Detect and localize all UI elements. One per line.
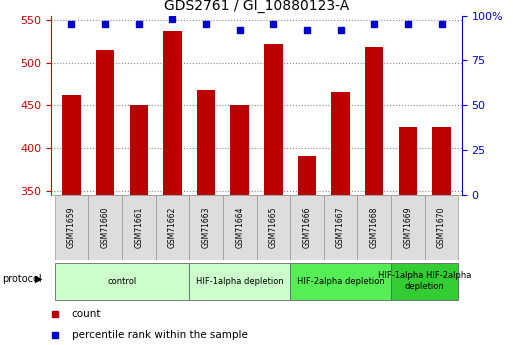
Text: ▶: ▶: [35, 274, 43, 284]
Bar: [96, 50, 114, 195]
Bar: [55, 195, 88, 260]
Bar: [197, 90, 215, 195]
Bar: [298, 157, 316, 195]
Text: GSM71665: GSM71665: [269, 207, 278, 248]
Bar: [432, 127, 451, 195]
Bar: [290, 263, 391, 300]
Text: GSM71663: GSM71663: [202, 207, 210, 248]
Text: GSM71666: GSM71666: [303, 207, 311, 248]
Bar: [425, 195, 458, 260]
Bar: [391, 263, 458, 300]
Text: HIF-2alpha depletion: HIF-2alpha depletion: [297, 277, 384, 286]
Bar: [331, 92, 350, 195]
Bar: [391, 195, 425, 260]
Text: count: count: [72, 309, 102, 319]
Text: control: control: [107, 277, 136, 286]
Bar: [155, 195, 189, 260]
Bar: [189, 263, 290, 300]
Bar: [163, 31, 182, 195]
Text: protocol: protocol: [3, 274, 42, 284]
Bar: [55, 263, 189, 300]
Text: percentile rank within the sample: percentile rank within the sample: [72, 330, 248, 339]
Bar: [189, 195, 223, 260]
Text: GSM71667: GSM71667: [336, 207, 345, 248]
Text: GSM71668: GSM71668: [370, 207, 379, 248]
Title: GDS2761 / GI_10880123-A: GDS2761 / GI_10880123-A: [164, 0, 349, 13]
Bar: [256, 195, 290, 260]
Bar: [358, 195, 391, 260]
Text: GSM71662: GSM71662: [168, 207, 177, 248]
Bar: [365, 47, 384, 195]
Text: GSM71660: GSM71660: [101, 207, 110, 248]
Bar: [290, 195, 324, 260]
Text: GSM71661: GSM71661: [134, 207, 143, 248]
Bar: [62, 95, 81, 195]
Bar: [324, 195, 358, 260]
Bar: [264, 44, 283, 195]
Bar: [122, 195, 155, 260]
Text: GSM71659: GSM71659: [67, 207, 76, 248]
Text: HIF-1alpha HIF-2alpha
depletion: HIF-1alpha HIF-2alpha depletion: [378, 272, 471, 291]
Bar: [88, 195, 122, 260]
Bar: [223, 195, 256, 260]
Text: HIF-1alpha depletion: HIF-1alpha depletion: [196, 277, 284, 286]
Text: GSM71669: GSM71669: [403, 207, 412, 248]
Bar: [399, 127, 417, 195]
Bar: [230, 105, 249, 195]
Text: GSM71670: GSM71670: [437, 207, 446, 248]
Bar: [129, 105, 148, 195]
Text: GSM71664: GSM71664: [235, 207, 244, 248]
